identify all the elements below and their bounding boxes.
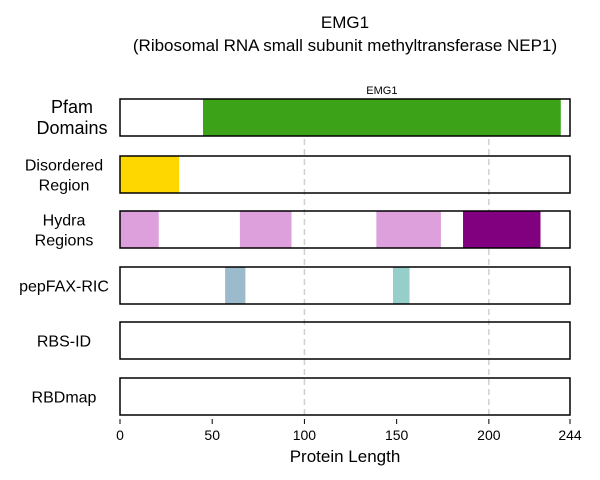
track: pepFAX-RIC (19, 266, 571, 305)
track: Hydra Regions (35, 210, 571, 250)
x-axis: 0 50 100 150 200 244 (116, 419, 582, 443)
track-frame (119, 155, 571, 194)
track-label: RBDmap (32, 390, 97, 407)
track: RBS-ID (37, 321, 571, 360)
track-label: Region (39, 178, 90, 195)
track-label: Disordered (25, 158, 103, 175)
track-frame (119, 321, 571, 360)
gridlines (303, 99, 490, 415)
track-frame (119, 210, 571, 249)
domain-segment (376, 211, 441, 248)
track-frame (119, 98, 571, 137)
x-tick-label: 244 (558, 427, 582, 443)
track-label: pepFAX-RIC (19, 279, 109, 296)
track-label: RBS-ID (37, 334, 91, 351)
domain-segment (225, 267, 246, 304)
domain-segment (463, 211, 541, 248)
chart-subtitle: (Ribosomal RNA small subunit methyltrans… (133, 36, 557, 55)
x-tick-label: 0 (116, 427, 124, 443)
x-tick-label: 200 (477, 427, 501, 443)
chart-title: EMG1 (321, 13, 369, 32)
track: RBDmap (32, 377, 571, 416)
x-tick-label: 100 (293, 427, 317, 443)
track-label: Regions (35, 233, 94, 250)
domain-label: EMG1 (366, 85, 397, 97)
track-frame (119, 377, 571, 416)
track-label: Hydra (43, 213, 86, 230)
x-tick-label: 50 (204, 427, 220, 443)
domain-segment (120, 211, 159, 248)
x-axis-label: Protein Length (290, 447, 401, 466)
domain-segment (239, 211, 292, 248)
x-tick-label: 150 (385, 427, 409, 443)
domain-segment (392, 267, 410, 304)
track: Disordered Region (25, 155, 571, 195)
track-frame (119, 266, 571, 305)
track-label: Pfam (51, 97, 93, 117)
track-label: Domains (36, 118, 107, 138)
domain-segment (120, 156, 180, 193)
domain-segment (202, 99, 561, 136)
